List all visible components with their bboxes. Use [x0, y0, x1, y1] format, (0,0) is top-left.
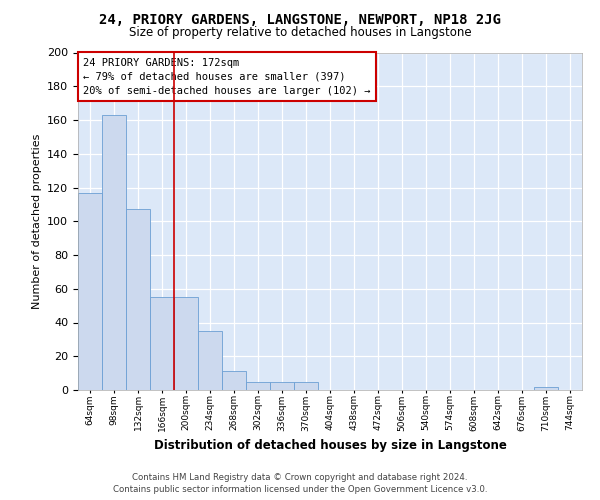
Y-axis label: Number of detached properties: Number of detached properties — [32, 134, 41, 309]
Text: 24, PRIORY GARDENS, LANGSTONE, NEWPORT, NP18 2JG: 24, PRIORY GARDENS, LANGSTONE, NEWPORT, … — [99, 12, 501, 26]
Bar — [222, 372, 246, 390]
Bar — [78, 192, 102, 390]
Bar — [270, 382, 294, 390]
Text: 24 PRIORY GARDENS: 172sqm
← 79% of detached houses are smaller (397)
20% of semi: 24 PRIORY GARDENS: 172sqm ← 79% of detac… — [83, 58, 371, 96]
Text: Size of property relative to detached houses in Langstone: Size of property relative to detached ho… — [128, 26, 472, 39]
Bar — [126, 210, 150, 390]
Text: Contains HM Land Registry data © Crown copyright and database right 2024.
Contai: Contains HM Land Registry data © Crown c… — [113, 473, 487, 494]
Bar — [102, 115, 126, 390]
Bar — [294, 382, 318, 390]
X-axis label: Distribution of detached houses by size in Langstone: Distribution of detached houses by size … — [154, 439, 506, 452]
Bar — [246, 382, 270, 390]
Bar — [534, 386, 558, 390]
Bar — [150, 297, 174, 390]
Bar — [174, 297, 198, 390]
Bar — [198, 331, 222, 390]
